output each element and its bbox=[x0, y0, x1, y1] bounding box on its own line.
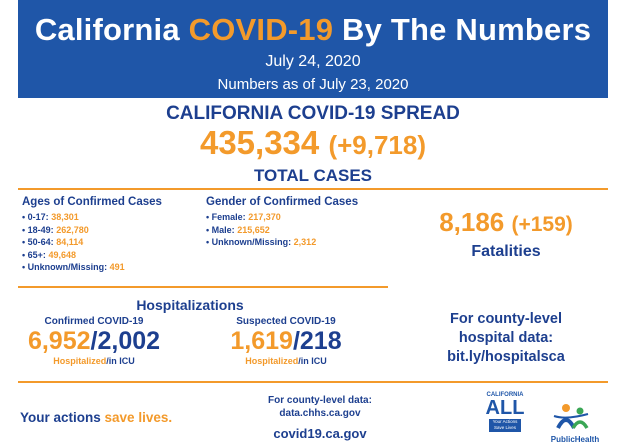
gender-list: • Female: 217,370 • Male: 215,652 • Unkn… bbox=[206, 211, 316, 249]
cdph-logo: PublicHealth bbox=[544, 402, 606, 444]
county-hosp-line1: For county-level bbox=[450, 311, 562, 327]
list-item: • Unknown/Missing: 491 bbox=[22, 262, 125, 272]
covid-site-url[interactable]: covid19.ca.gov bbox=[273, 426, 367, 441]
spread-title: CALIFORNIA COVID-19 SPREAD bbox=[166, 103, 460, 124]
confirmed-label: Confirmed COVID-19 bbox=[44, 316, 144, 327]
report-date: July 24, 2020 bbox=[265, 53, 361, 70]
suspected-hosp-block: Suspected COVID-19 1,619/218 Hospitalize… bbox=[206, 316, 366, 366]
header-banner: California COVID-19 By The Numbers July … bbox=[18, 0, 608, 98]
list-item: • 50-64: 84,114 bbox=[22, 237, 84, 247]
title-highlight: COVID-19 bbox=[188, 12, 334, 47]
ages-heading: Ages of Confirmed Cases bbox=[22, 196, 162, 208]
actions-slogan: Your actions save lives. bbox=[20, 410, 173, 425]
divider-middle bbox=[18, 286, 388, 288]
suspected-hosp-figures: 1,619/218 bbox=[230, 327, 342, 355]
divider-top bbox=[18, 188, 608, 190]
suspected-label: Suspected COVID-19 bbox=[236, 316, 336, 327]
list-item: • Female: 217,370 bbox=[206, 212, 281, 222]
fatalities-change: (+159) bbox=[511, 213, 573, 236]
suspected-hosp-foot: Hospitalized/in ICU bbox=[245, 356, 327, 366]
list-item: • 65+: 49,648 bbox=[22, 249, 76, 260]
hospitalizations-title: Hospitalizations bbox=[136, 297, 244, 313]
county-data-url[interactable]: data.chhs.ca.gov bbox=[279, 408, 361, 419]
list-item: • Unknown/Missing: 2,312 bbox=[206, 237, 317, 247]
gender-heading: Gender of Confirmed Cases bbox=[206, 196, 359, 208]
as-of-date: Numbers as of July 23, 2020 bbox=[217, 76, 409, 93]
confirmed-hosp-foot: Hospitalized/in ICU bbox=[53, 356, 135, 366]
county-hosp-line2: hospital data: bbox=[458, 330, 554, 346]
list-item: • 18-49: 262,780 bbox=[22, 224, 89, 235]
confirmed-hosp-figures: 6,952/2,002 bbox=[27, 327, 161, 355]
list-item: • 0-17: 38,301 bbox=[22, 212, 79, 222]
title-part1: California bbox=[34, 12, 180, 47]
page-title: California COVID-19 By The Numbers bbox=[18, 12, 608, 48]
county-hosp-link[interactable]: bit.ly/hospitalsca bbox=[447, 349, 565, 365]
county-hospital-info: For county-level hospital data: bit.ly/h… bbox=[400, 310, 612, 367]
title-part2: By The Numbers bbox=[342, 12, 592, 47]
total-cases-label: TOTAL CASES bbox=[253, 166, 373, 185]
california-all-logo: CALIFORNIA ALL Your Actions Save Lives bbox=[485, 392, 525, 432]
total-cases-value: 435,334 bbox=[199, 124, 320, 161]
fatalities-value: 8,186 bbox=[439, 207, 505, 237]
ages-list: • 0-17: 38,301 • 18-49: 262,780 • 50-64:… bbox=[22, 211, 125, 274]
fatalities-number: 8,186 (+159) bbox=[400, 207, 612, 238]
cdph-figure-icon bbox=[553, 404, 589, 429]
confirmed-hosp-block: Confirmed COVID-19 6,952/2,002 Hospitali… bbox=[14, 316, 174, 366]
total-cases-number: 435,334 (+9,718) bbox=[18, 124, 608, 162]
county-data-info: For county-level data: data.chhs.ca.gov bbox=[250, 394, 390, 420]
divider-bottom bbox=[18, 381, 608, 383]
total-cases-change: (+9,718) bbox=[328, 130, 427, 160]
fatalities-label: Fatalities bbox=[471, 243, 541, 260]
county-data-label: For county-level data: bbox=[268, 395, 372, 406]
list-item: • Male: 215,652 bbox=[206, 224, 270, 235]
